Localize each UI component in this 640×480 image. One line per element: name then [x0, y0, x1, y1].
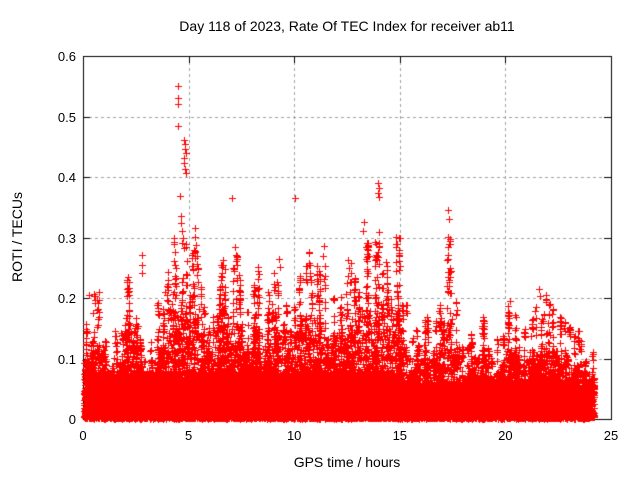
- y-tick-label: 0.5: [57, 109, 76, 125]
- y-tick-label: 0.4: [57, 170, 76, 185]
- y-tick-label: 0.3: [57, 230, 76, 246]
- x-tick-label: 5: [184, 428, 193, 443]
- x-tick-label: 25: [603, 428, 619, 443]
- x-axis-label: GPS time / hours: [293, 454, 401, 470]
- x-tick-label: 20: [498, 428, 513, 443]
- y-tick-label: 0: [68, 412, 76, 427]
- y-tick-label: 0.6: [57, 49, 76, 64]
- x-tick-label: 0: [79, 428, 87, 443]
- y-tick-label: 0.1: [57, 351, 76, 367]
- chart-title: Day 118 of 2023, Rate Of TEC Index for r…: [179, 18, 515, 34]
- y-tick-label: 0.2: [57, 291, 76, 306]
- x-tick-label: 15: [392, 428, 408, 443]
- x-tick-label: 10: [286, 428, 302, 443]
